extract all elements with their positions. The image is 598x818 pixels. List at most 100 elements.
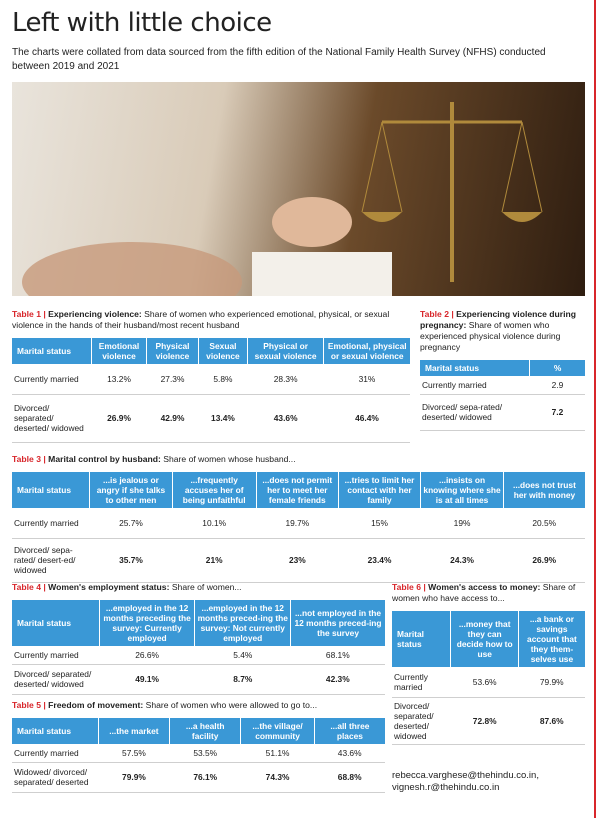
table-row: Currently married 53.6% 79.9% [392,667,585,698]
table-cell: 87.6% [518,697,585,745]
table-block: Table 3 | Marital control by husband: Sh… [12,454,585,583]
column-header: ...does not trust her with money [502,472,585,508]
table-cell: 15% [338,508,421,539]
column-header: Emotional, physical or sexual violence [323,338,410,364]
column-header: Sexual violence [198,338,248,364]
table-caption: Table 2 | Experiencing violence during p… [420,309,585,353]
column-header: Marital status [392,611,451,667]
table-cell: 5.8% [198,364,248,395]
table-caption: Table 6 | Women's access to money: Share… [392,582,585,604]
table-cell: 79.9% [98,762,170,793]
table-heading: Experiencing violence during pregnancy: [420,309,577,330]
table-row: Currently married 2.9 [420,376,585,395]
table-block: Table 2 | Experiencing violence during p… [420,309,585,431]
column-header: ...employed in the 12 months preced-ing … [194,600,291,646]
table-cell: 10.1% [172,508,257,539]
table-heading: Women's employment status: [48,582,170,592]
table-id: Table 5 | [12,700,46,710]
column-header: ...the market [97,718,170,744]
table-cell: 46.4% [323,394,410,443]
table-cell: 19% [420,508,504,539]
row-label: Divorced/ separated/ deserted/ widowed [12,394,92,443]
table-heading: Freedom of movement: [48,700,144,710]
column-header: Physical or sexual violence [246,338,324,364]
row-label: Currently married [12,508,90,539]
table-cell: 43.6% [247,394,324,443]
table-block: Table 5 | Freedom of movement: Share of … [12,700,385,793]
credit-line: rebecca.varghese@thehindu.co.in, [392,770,539,781]
table-cell: 28.3% [247,364,324,395]
header-row: Marital status ...the market ...a health f… [12,718,385,744]
table-row: Currently married 26.6% 5.4% 68.1% [12,646,385,665]
column-header: Marital status [12,718,99,744]
row-label: Currently married [12,744,99,763]
table-cell: 13.4% [198,394,248,443]
column-header: ...money that they can decide how to use [450,611,519,667]
row-label: Widowed/ divorced/ separated/ deserted [12,762,99,793]
table-row: Currently married 13.2% 27.3% 5.8% 28.3% 31% [12,364,410,395]
table-id: Table 4 | [12,582,46,592]
table-cell: 79.9% [518,667,585,698]
table-id: Table 2 | [420,309,454,319]
column-header: Emotional violence [91,338,147,364]
row-label: Currently married [12,646,100,665]
table-row: Divorced/ separated/ deserted/ widowed 72… [392,697,585,745]
table-cell: 68.8% [314,762,385,793]
table-cell: 72.8% [450,697,519,745]
table-cell: 26.9% [503,538,585,583]
table-caption: Table 1 | Experiencing violence: Share o… [12,309,410,331]
table-description: Share of women who have access to... [392,582,576,603]
column-header: ...all three places [313,718,385,744]
table-cell: 43.6% [314,744,385,763]
data-table: Marital status ...employed in the 12 mont… [12,600,385,695]
table-cell: 26.9% [91,394,147,443]
table-cell: 42.9% [146,394,199,443]
data-table: Marital status Emotional violence Physical… [12,338,410,443]
table-cell: 42.3% [290,664,385,695]
column-header: Marital status [12,472,90,508]
column-header: Marital status [12,600,100,646]
photo [12,82,585,296]
table-block: Table 6 | Women's access to money: Share… [392,582,585,745]
table-heading: Women's access to money: [428,582,541,592]
header-row: Marital status ...employed in the 12 mont… [12,600,385,646]
table-row: Divorced/ separated/ deserted/ widowed 49… [12,664,385,695]
table-cell: 31% [323,364,410,395]
row-label: Divorced/ sepa-rated/ deserted/ widowed [420,394,530,431]
table-row: Currently married 57.5% 53.5% 51.1% 43.6% [12,744,385,763]
table-cell: 13.2% [91,364,147,395]
table-cell: 76.1% [169,762,241,793]
table-description: Share of women whose husband... [163,454,296,464]
table-description: Share of women who were allowed to go to… [145,700,318,710]
table-cell: 2.9 [529,376,585,395]
header-row: Marital status% [420,360,585,376]
table-description: Share of women... [171,582,242,592]
table-cell: 26.6% [99,646,195,665]
column-header: Marital status [12,338,92,364]
column-header: Marital status [420,360,530,376]
table-cell: 25.7% [89,508,173,539]
edge-rule [594,0,596,818]
table-description: Share of women who experienced emotional… [12,309,390,330]
table-cell: 19.7% [256,508,339,539]
table-caption: Table 4 | Women's employment status: Sha… [12,582,385,593]
column-header: ...a health facility [169,718,241,744]
table-block: Table 4 | Women's employment status: Sha… [12,582,385,695]
table-id: Table 1 | [12,309,46,319]
table-cell: 23.4% [338,538,421,583]
credits: rebecca.varghese@thehindu.co.in, vignesh… [392,770,539,794]
column-header: ...tries to limit her contact with her f… [337,472,421,508]
table-heading: Experiencing violence: [48,309,142,319]
table-heading: Marital control by husband: [48,454,161,464]
table-cell: 49.1% [99,664,195,695]
column-header: ...not employed in the 12 months preced-… [290,600,385,646]
header-row: Marital status Emotional violence Physical… [12,338,410,364]
header-row: Marital status ...is jealous or angry if … [12,472,585,508]
column-header: ...is jealous or angry if she talks to o… [89,472,173,508]
table-row: Divorced/ sepa-rated/ desert-ed/ widowed… [12,538,585,583]
table-cell: 53.6% [450,667,519,698]
table-cell: 24.3% [420,538,504,583]
row-label: Divorced/ separated/ deserted/ widowed [392,697,451,745]
column-header: ...insists on knowing where she is at al… [420,472,504,508]
